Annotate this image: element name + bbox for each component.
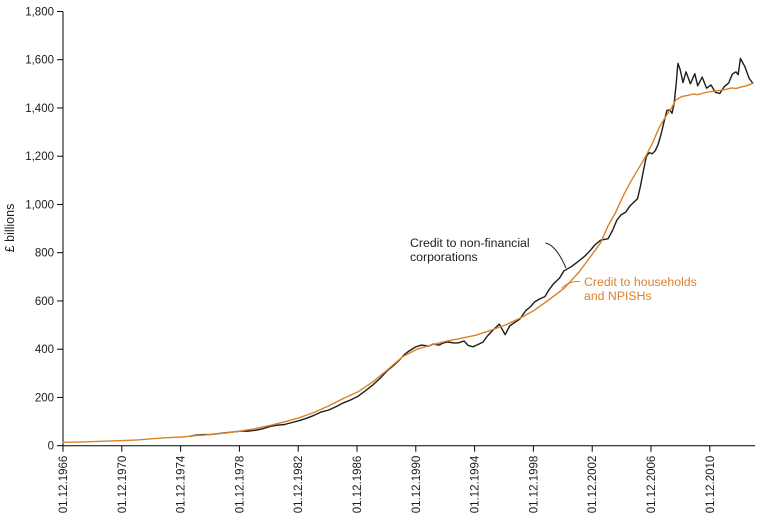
x-tick-label: 01.12.1970 bbox=[117, 456, 129, 514]
annotation-nonfinancial-label: Credit to non-financial corporations bbox=[410, 236, 533, 264]
annotation-nonfinancial-leader-line bbox=[545, 242, 567, 269]
annotation-households-leader-line bbox=[561, 280, 581, 289]
x-tick-label: 01.12.1982 bbox=[293, 456, 305, 514]
y-axis-labels: 0 200 400 600 800 1,000 1,200 1,400 1,600 1,800 bbox=[25, 6, 54, 452]
x-tick-label: 01.12.1990 bbox=[411, 456, 423, 514]
y-tick-label: 800 bbox=[35, 248, 54, 260]
y-tick-label: 0 bbox=[48, 441, 54, 453]
data-series-lines bbox=[62, 57, 754, 443]
x-tick-label: 01.12.2010 bbox=[705, 456, 717, 514]
axis-lines bbox=[62, 11, 755, 447]
annotation-households: Credit to households and NPISHs bbox=[561, 275, 700, 303]
series-line-households bbox=[62, 82, 754, 443]
y-tick-label: 1,200 bbox=[25, 151, 54, 163]
y-axis-title: £ billions bbox=[3, 204, 17, 253]
series-line-nonfinancial bbox=[188, 57, 754, 437]
y-tick-label: 600 bbox=[35, 296, 54, 308]
x-tick-label: 01.12.1974 bbox=[176, 455, 188, 513]
y-axis-ticks bbox=[57, 10, 63, 447]
y-tick-label: 1,800 bbox=[25, 6, 54, 18]
x-axis-labels: 01.12.1966 01.12.1970 01.12.1974 01.12.1978… bbox=[58, 455, 717, 513]
x-tick-label: 01.12.2002 bbox=[587, 456, 599, 514]
x-tick-label: 01.12.2006 bbox=[646, 456, 658, 514]
y-tick-label: 1,600 bbox=[25, 55, 54, 67]
annotation-nonfinancial: Credit to non-financial corporations bbox=[410, 236, 567, 269]
y-tick-label: 1,000 bbox=[25, 199, 54, 211]
x-tick-label: 01.12.1986 bbox=[352, 456, 364, 514]
y-tick-label: 1,400 bbox=[25, 103, 54, 115]
y-tick-label: 400 bbox=[35, 344, 54, 356]
y-tick-label: 200 bbox=[35, 392, 54, 404]
x-axis-ticks bbox=[62, 445, 711, 452]
annotation-households-label: Credit to households and NPISHs bbox=[584, 275, 700, 303]
x-tick-label: 01.12.1966 bbox=[58, 456, 70, 514]
x-tick-label: 01.12.1994 bbox=[470, 455, 482, 513]
x-tick-label: 01.12.1998 bbox=[528, 456, 540, 514]
x-tick-label: 01.12.1978 bbox=[234, 456, 246, 514]
